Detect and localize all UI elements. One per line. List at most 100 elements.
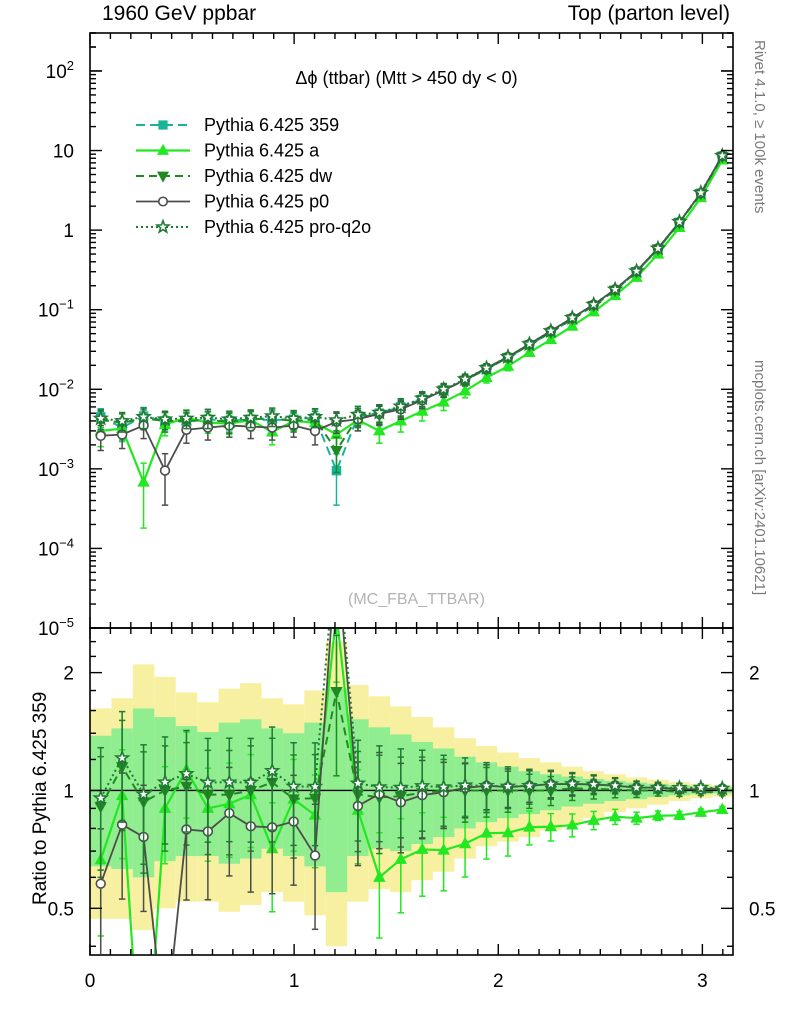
data-point-star-open [242, 773, 260, 790]
main-1-line [100, 159, 724, 486]
data-point-star-open [542, 322, 560, 339]
data-point-star-open [435, 380, 453, 397]
y-tick-label: 10−3 [38, 456, 74, 481]
ratio-y-tick-label-right: 2 [749, 664, 760, 685]
data-point-triangle-up [156, 143, 170, 155]
data-point-star-open [628, 778, 645, 795]
data-point-triangle-up [501, 359, 515, 371]
data-point-triangle-down [330, 686, 343, 699]
y-tick-label: 10−1 [38, 297, 74, 322]
data-point-triangle-up [373, 870, 386, 882]
data-point-triangle-down [330, 446, 343, 458]
ratio-3-line [99, 629, 723, 799]
data-point-triangle-up [373, 423, 386, 436]
legend-label-0: Pythia 6.425 359 [204, 115, 339, 135]
data-point-star-open [413, 389, 431, 406]
x-tick-label: 1 [289, 971, 300, 992]
data-point-star-open [456, 776, 474, 793]
data-point-star-open [328, 411, 345, 428]
data-point-star-open [499, 347, 517, 364]
y-tick-label: 10−5 [38, 615, 74, 640]
main-clip-group [92, 146, 731, 529]
data-point-triangle-up [480, 826, 493, 838]
main-panel-frame [89, 32, 734, 629]
y-tick-label: 10 [53, 142, 74, 163]
data-point-star-open [713, 146, 731, 163]
data-point-triangle-up [137, 475, 150, 487]
y-tick-label: 10−2 [38, 376, 74, 401]
data-point-star-open [606, 776, 624, 793]
ratio-y-tick-label: 1 [63, 781, 74, 802]
data-point-star-open [285, 777, 302, 794]
data-point-star-open [135, 408, 152, 425]
watermark-label: (MC_FBA_TTBAR) [348, 591, 485, 608]
data-point-triangle-up [523, 820, 536, 832]
data-point-circle-open [95, 878, 106, 889]
data-point-star-open [671, 778, 688, 795]
data-point-star-open [199, 773, 217, 790]
data-point-star-open [306, 777, 324, 794]
ratio-y-tick-label: 0.5 [48, 899, 74, 920]
data-point-triangle-up [394, 413, 407, 426]
data-point-star-open [456, 370, 474, 387]
ratio-clip-group [92, 629, 731, 954]
data-point-star-open [606, 280, 624, 297]
data-point-star-open [113, 749, 131, 766]
ratio-panel-frame [89, 627, 734, 956]
data-point-star-open [478, 776, 495, 793]
data-point-star-open [478, 359, 495, 376]
legend-label-4: Pythia 6.425 pro-q2o [204, 217, 371, 237]
x-tick-label: 3 [697, 971, 708, 992]
data-point-square [158, 120, 168, 130]
main-series-group [92, 146, 731, 529]
annotations: Δϕ (ttbar) (Mtt > 450 dy < 0) (MC_FBA_TTB… [295, 68, 517, 608]
ratio-y-tick-label-right: 0.5 [749, 899, 775, 920]
legend-label-2: Pythia 6.425 dw [204, 166, 333, 186]
data-point-star-open [263, 407, 281, 424]
data-point-star-open [220, 773, 238, 790]
data-point-star-open [692, 183, 710, 200]
data-point-triangle-up [673, 808, 686, 820]
data-point-star-open [220, 410, 238, 427]
main-2-line [100, 156, 724, 453]
data-point-triangle-up [544, 819, 558, 832]
data-point-star-open [585, 295, 603, 312]
data-point-star-open [92, 789, 110, 806]
data-point-circle-open [95, 430, 106, 442]
data-point-star-open [413, 777, 431, 794]
axis-frames [89, 32, 734, 956]
data-point-star-open [692, 778, 710, 795]
ratio-y-tick-label: 2 [63, 664, 74, 685]
data-point-star-open [520, 335, 538, 352]
legend-label-3: Pythia 6.425 p0 [204, 192, 329, 212]
data-point-star-open [370, 778, 388, 795]
ratio-y-tick-label-right: 1 [749, 781, 760, 802]
axis-tick-labels: 102 10 1 10−1 10−2 10−3 10−4 10−5 2 2 1 1 0.5 0.5 0 1 2 3 [38, 58, 775, 992]
data-point-triangle-up [566, 818, 579, 830]
data-point-triangle-up [716, 802, 729, 815]
data-point-star-open [563, 775, 581, 792]
data-point-triangle-up [458, 836, 472, 849]
data-point-triangle-up [501, 825, 515, 838]
data-point-triangle-up [651, 808, 665, 821]
data-point-star-open [392, 397, 410, 414]
data-point-star-open [113, 412, 131, 429]
header-right: Top (parton level) [567, 2, 730, 25]
side-label-mcplots: mcplots.cern.ch [arXiv:2401.10621] [751, 360, 768, 596]
main-panel-title: Δϕ (ttbar) (Mtt > 450 dy < 0) [295, 68, 517, 88]
data-point-star-open [154, 218, 172, 234]
data-point-triangle-up [587, 813, 600, 825]
data-point-star-open [242, 408, 260, 425]
data-point-star-open [435, 778, 453, 795]
data-point-triangle-up [608, 809, 622, 822]
data-point-star-open [92, 409, 110, 426]
main-0-line [100, 155, 724, 474]
legend: Pythia 6.425 359 Pythia 6.425 a Pythia 6.4… [136, 115, 371, 237]
data-point-triangle-up [480, 370, 493, 383]
data-point-triangle-up [416, 842, 429, 854]
data-point-star-open [392, 778, 410, 795]
data-point-triangle-up [416, 404, 429, 416]
data-point-triangle-down [156, 171, 170, 183]
